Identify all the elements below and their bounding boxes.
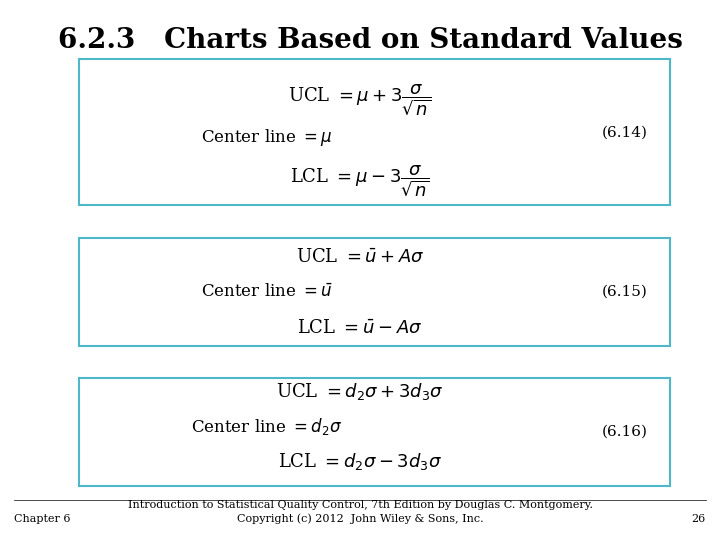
Text: UCL $= \mu + 3\dfrac{\sigma}{\sqrt{n}}$: UCL $= \mu + 3\dfrac{\sigma}{\sqrt{n}}$ <box>289 83 431 117</box>
Text: Introduction to Statistical Quality Control, 7th Edition by Douglas C. Montgomer: Introduction to Statistical Quality Cont… <box>127 500 593 524</box>
Text: Chapter 6: Chapter 6 <box>14 514 71 524</box>
Text: LCL $= \mu - 3\dfrac{\sigma}{\sqrt{n}}$: LCL $= \mu - 3\dfrac{\sigma}{\sqrt{n}}$ <box>290 164 430 198</box>
Text: UCL $= \bar{u} + A\sigma$: UCL $= \bar{u} + A\sigma$ <box>296 247 424 266</box>
FancyBboxPatch shape <box>79 378 670 486</box>
FancyBboxPatch shape <box>79 238 670 346</box>
Text: (6.16): (6.16) <box>602 425 648 439</box>
Text: Center line $= \mu$: Center line $= \mu$ <box>201 127 332 148</box>
Text: Center line $= \bar{u}$: Center line $= \bar{u}$ <box>201 284 332 301</box>
Text: 26: 26 <box>691 514 706 524</box>
FancyBboxPatch shape <box>79 59 670 205</box>
Text: UCL $= d_2\sigma + 3d_3\sigma$: UCL $= d_2\sigma + 3d_3\sigma$ <box>276 381 444 402</box>
Text: (6.14): (6.14) <box>602 125 648 139</box>
Text: (6.15): (6.15) <box>602 285 648 299</box>
Text: Center line $= d_2\sigma$: Center line $= d_2\sigma$ <box>191 416 342 437</box>
Text: LCL $= d_2\sigma - 3d_3\sigma$: LCL $= d_2\sigma - 3d_3\sigma$ <box>278 451 442 472</box>
Text: LCL $= \bar{u} - A\sigma$: LCL $= \bar{u} - A\sigma$ <box>297 319 423 338</box>
Text: 6.2.3   Charts Based on Standard Values: 6.2.3 Charts Based on Standard Values <box>58 27 683 54</box>
